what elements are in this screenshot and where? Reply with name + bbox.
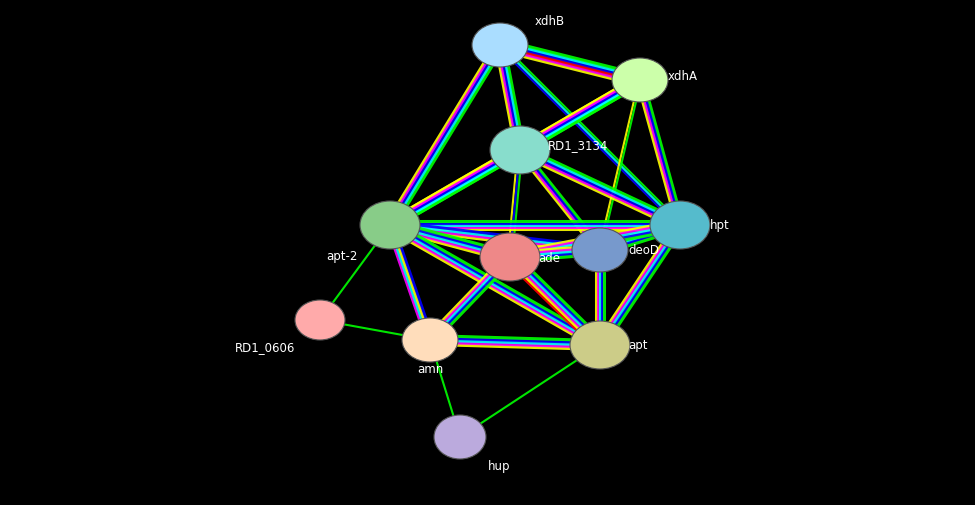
Text: xdhA: xdhA [668, 69, 698, 82]
Text: ade: ade [538, 251, 560, 264]
Ellipse shape [480, 233, 540, 281]
Text: xdhB: xdhB [535, 15, 566, 28]
Text: hup: hup [488, 459, 511, 472]
Text: RD1_3134: RD1_3134 [548, 139, 608, 152]
Text: deoD: deoD [628, 244, 659, 257]
Ellipse shape [490, 127, 550, 175]
Ellipse shape [570, 321, 630, 369]
Text: apt: apt [628, 339, 647, 352]
Ellipse shape [472, 24, 528, 68]
Ellipse shape [360, 201, 420, 249]
Ellipse shape [402, 318, 458, 362]
Ellipse shape [612, 59, 668, 103]
Ellipse shape [295, 300, 345, 340]
Text: amn: amn [417, 362, 443, 375]
Ellipse shape [572, 229, 628, 273]
Text: hpt: hpt [710, 219, 729, 232]
Text: apt-2: apt-2 [327, 249, 358, 263]
Ellipse shape [650, 201, 710, 249]
Ellipse shape [434, 415, 486, 459]
Text: RD1_0606: RD1_0606 [235, 340, 295, 353]
